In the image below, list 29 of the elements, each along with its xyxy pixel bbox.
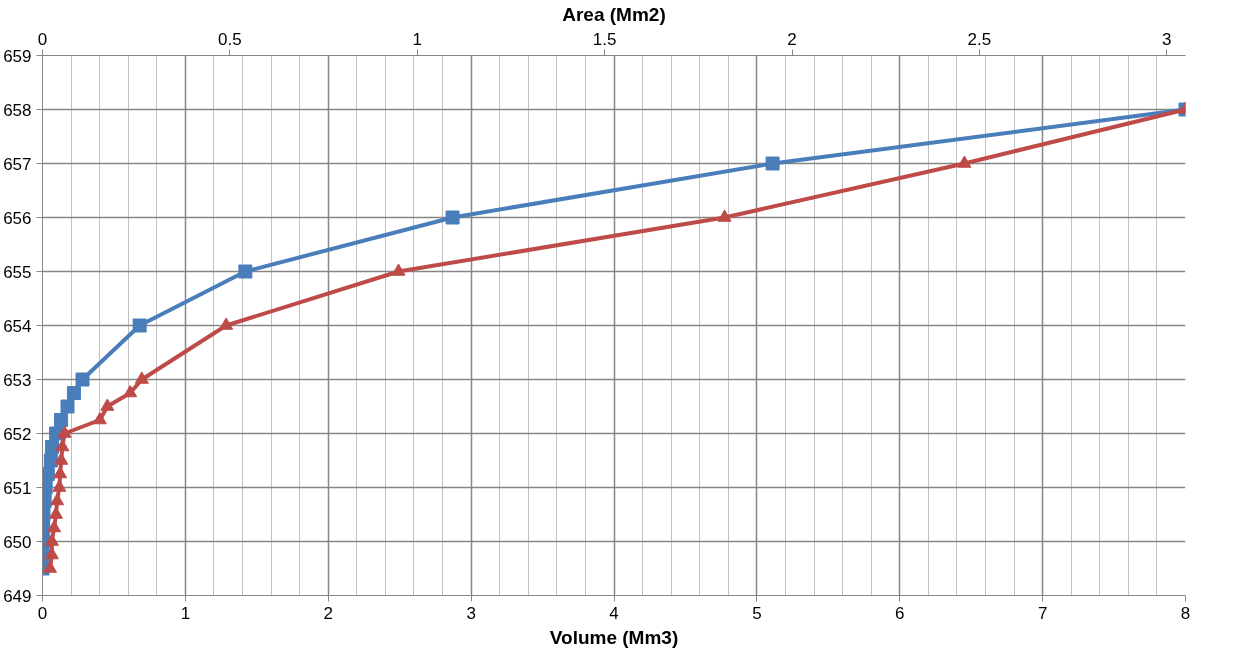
x-tick-label: 0 <box>37 603 48 623</box>
y-tick-label: 658 <box>3 100 32 120</box>
y-tick-label: 657 <box>3 154 32 174</box>
x-tick-label: 6 <box>895 603 905 623</box>
x-tick-label: 7 <box>1037 603 1048 623</box>
y-tick-label: 656 <box>3 208 32 228</box>
y-tick-label: 650 <box>3 532 32 552</box>
x-tick-label: 2 <box>323 603 333 623</box>
x-tick-label: 3 <box>466 603 476 623</box>
x-tick-label: 5 <box>752 603 762 623</box>
x2-axis-title: Area (Mm2) <box>562 3 666 25</box>
x2-tick-label: 0 <box>37 29 48 49</box>
y-tick-label: 652 <box>3 424 32 444</box>
x2-tick-label: 2 <box>787 29 797 49</box>
y-tick-label: 655 <box>3 262 32 282</box>
x2-tick-label: 3 <box>1162 29 1172 49</box>
x2-tick-label: 1 <box>412 29 422 49</box>
y-tick-label: 649 <box>3 586 32 606</box>
x-axis-title: Volume (Mm3) <box>549 626 679 648</box>
x-tick-label: 4 <box>609 603 619 623</box>
y-tick-label: 659 <box>3 46 32 66</box>
x2-tick-label: 0.5 <box>218 29 242 49</box>
y-tick-label: 654 <box>3 316 32 336</box>
x2-tick-label: 2.5 <box>967 29 992 49</box>
x2-tick-label: 1.5 <box>592 29 617 49</box>
x-tick-label: 1 <box>180 603 191 623</box>
x-tick-label: 8 <box>1180 603 1191 623</box>
y-tick-label: 653 <box>3 370 32 390</box>
y-tick-label: 651 <box>3 478 32 498</box>
